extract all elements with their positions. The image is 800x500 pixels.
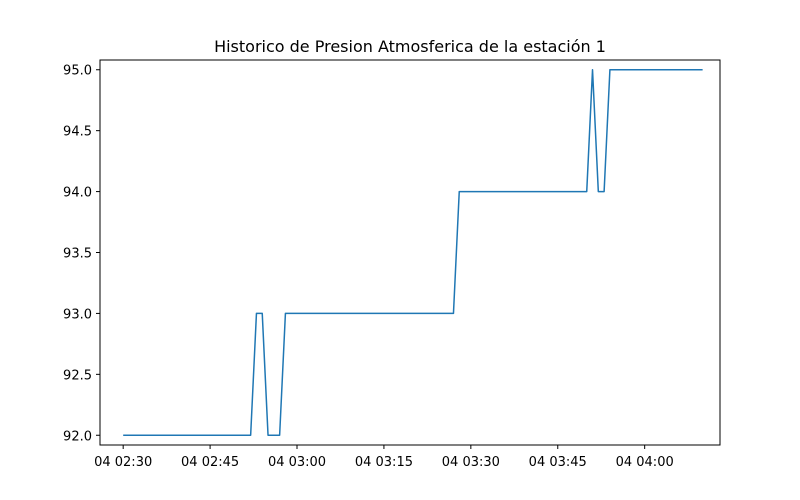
y-tick-label: 92.0 (63, 429, 92, 444)
chart-title: Historico de Presion Atmosferica de la e… (214, 37, 606, 56)
y-tick-label: 93.0 (63, 307, 92, 322)
x-tick-label: 04 02:45 (181, 455, 239, 470)
y-tick-label: 94.5 (63, 125, 92, 140)
y-tick-label: 95.0 (63, 64, 92, 79)
x-tick-label: 04 03:00 (268, 455, 326, 470)
x-tick-label: 04 02:30 (94, 455, 152, 470)
x-tick-label: 04 04:00 (616, 455, 674, 470)
y-tick-label: 93.5 (63, 247, 92, 262)
x-tick-label: 04 03:15 (355, 455, 413, 470)
x-tick-label: 04 03:30 (442, 455, 500, 470)
y-tick-label: 94.0 (63, 186, 92, 201)
y-tick-label: 92.5 (63, 368, 92, 383)
series-layer (123, 69, 703, 436)
series-line (123, 69, 703, 436)
y-axis: 92.0 92.5 93.0 93.5 94.0 94.5 95.0 (63, 64, 100, 444)
x-tick-label: 04 03:45 (529, 455, 587, 470)
x-axis: 04 02:30 04 02:45 04 03:00 04 03:15 04 03:30… (94, 445, 674, 470)
plot-frame (99, 59, 721, 446)
